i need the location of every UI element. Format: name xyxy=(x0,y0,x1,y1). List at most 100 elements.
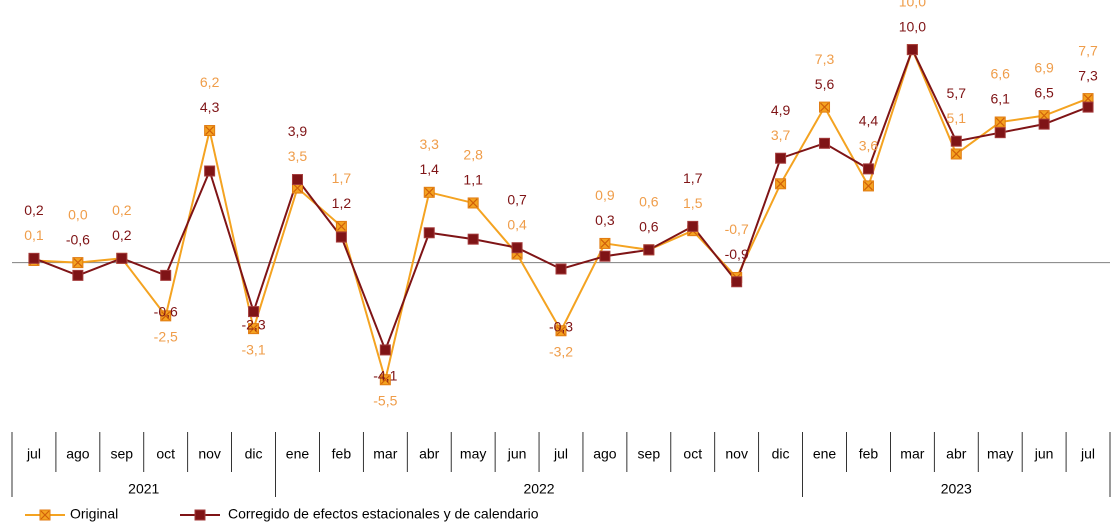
marker xyxy=(731,276,743,288)
marker xyxy=(291,174,303,186)
data-label: -3,2 xyxy=(549,343,573,359)
data-label: 3,9 xyxy=(288,123,308,139)
x-tick-label: may xyxy=(460,446,486,462)
data-label: -2,3 xyxy=(241,316,265,332)
marker-cross xyxy=(249,324,258,334)
x-tick-label: feb xyxy=(859,446,879,462)
x-tick-label: feb xyxy=(332,446,352,462)
data-label: 3,6 xyxy=(859,138,879,154)
data-label: 6,6 xyxy=(990,66,1010,82)
legend-label: Corregido de efectos estacionales y de c… xyxy=(228,506,539,522)
x-tick-label: ene xyxy=(813,446,837,462)
data-label: -0,7 xyxy=(725,221,749,237)
marker xyxy=(204,165,216,177)
marker-cross xyxy=(820,102,829,112)
data-label: -3,1 xyxy=(241,341,265,357)
marker xyxy=(599,250,611,262)
year-label: 2023 xyxy=(941,481,972,497)
x-tick-label: dic xyxy=(245,446,263,462)
marker-cross xyxy=(600,239,610,248)
x-tick-label: dic xyxy=(772,446,790,462)
marker xyxy=(248,306,260,318)
marker-cross xyxy=(205,126,215,135)
data-label: 0,3 xyxy=(595,212,615,228)
data-label: 1,1 xyxy=(463,172,483,188)
data-label: 0,7 xyxy=(507,191,527,207)
year-label: 2021 xyxy=(128,481,159,497)
marker xyxy=(467,233,479,245)
data-label: -2,5 xyxy=(154,329,178,345)
data-label: 4,3 xyxy=(200,99,220,115)
legend-label: Original xyxy=(70,506,118,522)
data-label: -0,6 xyxy=(66,231,90,247)
data-label: 0,0 xyxy=(68,206,88,222)
x-tick-label: mar xyxy=(373,446,397,462)
x-tick-label: abr xyxy=(419,446,440,462)
marker xyxy=(511,242,523,254)
marker xyxy=(72,269,84,281)
marker xyxy=(1082,101,1094,113)
data-label: 1,7 xyxy=(683,170,703,186)
data-label: 0,9 xyxy=(595,187,615,203)
data-label: 0,6 xyxy=(639,194,659,210)
x-tick-label: oct xyxy=(156,446,175,462)
data-label: 7,3 xyxy=(1078,67,1098,83)
data-label: 7,7 xyxy=(1078,42,1098,58)
data-label: 1,5 xyxy=(683,195,703,211)
marker xyxy=(116,252,128,264)
data-label: 3,3 xyxy=(420,136,440,152)
series-line xyxy=(33,47,1089,353)
marker xyxy=(950,135,962,147)
x-tick-label: sep xyxy=(638,446,661,462)
marker-cross xyxy=(424,187,434,197)
marker xyxy=(819,137,831,149)
marker-cross xyxy=(1039,111,1049,121)
marker-cross xyxy=(468,198,478,208)
x-tick-label: mar xyxy=(900,446,924,462)
data-label: -0,6 xyxy=(154,304,178,320)
data-label: 0,6 xyxy=(639,219,659,235)
data-label: 10,0 xyxy=(899,0,926,9)
x-tick-label: ene xyxy=(286,446,310,462)
x-tick-label: may xyxy=(987,446,1013,462)
data-label: -0,9 xyxy=(725,246,749,262)
marker xyxy=(906,44,918,56)
marker xyxy=(994,127,1006,139)
data-label: 6,9 xyxy=(1034,59,1054,75)
marker xyxy=(555,263,567,275)
data-label: 1,2 xyxy=(332,195,352,211)
data-label: 1,4 xyxy=(420,161,440,177)
x-tick-label: jul xyxy=(1080,446,1095,462)
marker xyxy=(28,252,40,264)
data-label: 4,4 xyxy=(859,113,879,129)
data-label: 3,7 xyxy=(771,127,791,143)
marker-cross xyxy=(1083,94,1093,104)
year-label: 2022 xyxy=(523,481,554,497)
marker-cross xyxy=(951,149,961,159)
x-tick-label: oct xyxy=(683,446,702,462)
x-tick-label: jun xyxy=(507,446,527,462)
marker xyxy=(194,509,206,521)
data-label: 7,3 xyxy=(815,51,835,67)
data-label: -4,1 xyxy=(373,367,397,383)
data-label: 0,2 xyxy=(24,202,44,218)
marker xyxy=(775,152,787,164)
data-label: 0,1 xyxy=(24,227,44,243)
data-label: 2,8 xyxy=(463,147,483,163)
x-tick-label: jun xyxy=(1034,446,1054,462)
marker-cross xyxy=(556,326,566,336)
data-label: 10,0 xyxy=(899,18,926,34)
data-label: 6,1 xyxy=(990,91,1010,107)
marker-cross xyxy=(336,221,346,231)
data-label: 0,2 xyxy=(112,227,132,243)
marker-cross xyxy=(995,117,1005,127)
marker xyxy=(1038,118,1050,130)
x-tick-label: ago xyxy=(66,446,90,462)
marker xyxy=(862,163,874,175)
x-tick-label: jul xyxy=(26,446,41,462)
data-label: 1,7 xyxy=(332,170,352,186)
marker-cross xyxy=(776,179,786,189)
data-label: 6,2 xyxy=(200,74,220,90)
data-label: 0,2 xyxy=(112,202,132,218)
